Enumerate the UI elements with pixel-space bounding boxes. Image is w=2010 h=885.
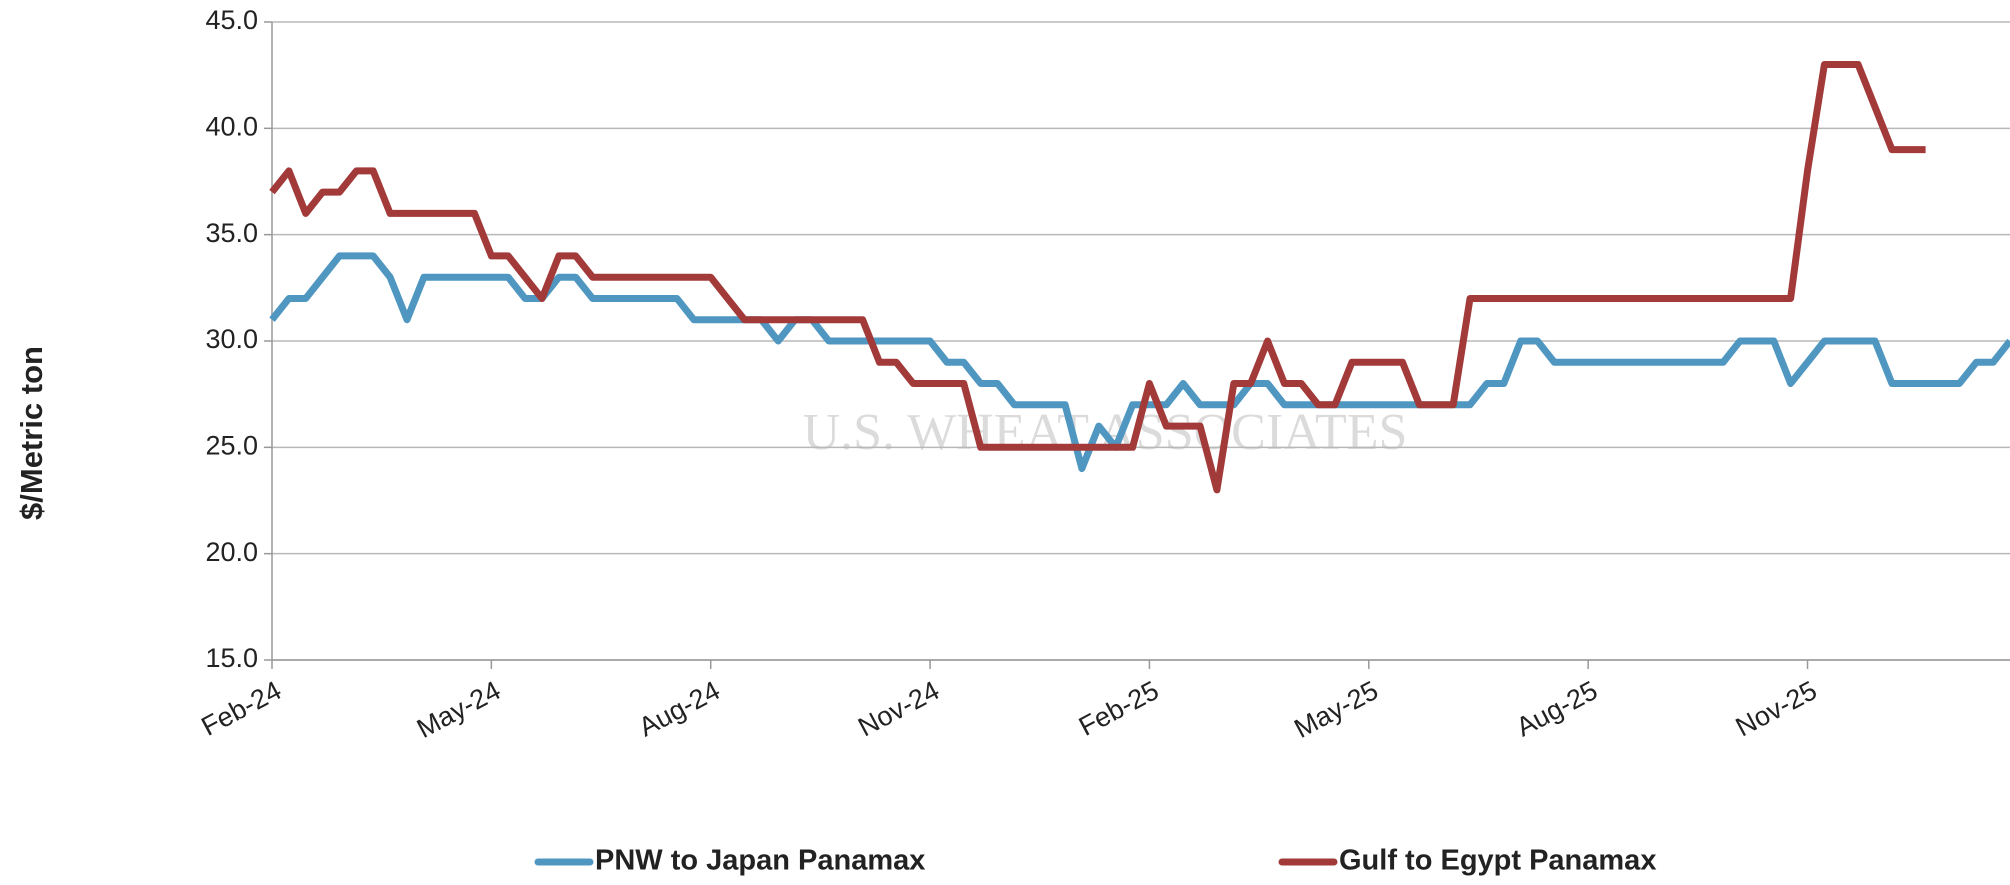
y-tick-label: 20.0 xyxy=(205,537,258,567)
series-line xyxy=(269,61,1926,494)
x-tick-label: May-25 xyxy=(1289,675,1383,744)
y-tick-label: 15.0 xyxy=(205,643,258,673)
x-tick-label: Nov-25 xyxy=(1731,675,1822,742)
y-axis-label: $/Metric ton xyxy=(14,346,49,520)
legend-label: Gulf to Egypt Panamax xyxy=(1339,845,1656,877)
legend-label: PNW to Japan Panamax xyxy=(595,845,925,877)
x-tick-label: Aug-25 xyxy=(1511,675,1602,742)
x-tick-label: Aug-24 xyxy=(634,675,725,742)
y-tick-label: 40.0 xyxy=(205,111,258,141)
x-tick-label: Nov-24 xyxy=(853,675,944,742)
x-tick-label: Feb-25 xyxy=(1074,675,1164,742)
x-tick-label: Feb-24 xyxy=(197,675,287,742)
y-tick-label: 35.0 xyxy=(205,218,258,248)
x-tick-label: May-24 xyxy=(412,675,506,744)
y-tick-label: 45.0 xyxy=(205,5,258,35)
y-tick-label: 30.0 xyxy=(205,324,258,354)
y-tick-label: 25.0 xyxy=(205,430,258,460)
